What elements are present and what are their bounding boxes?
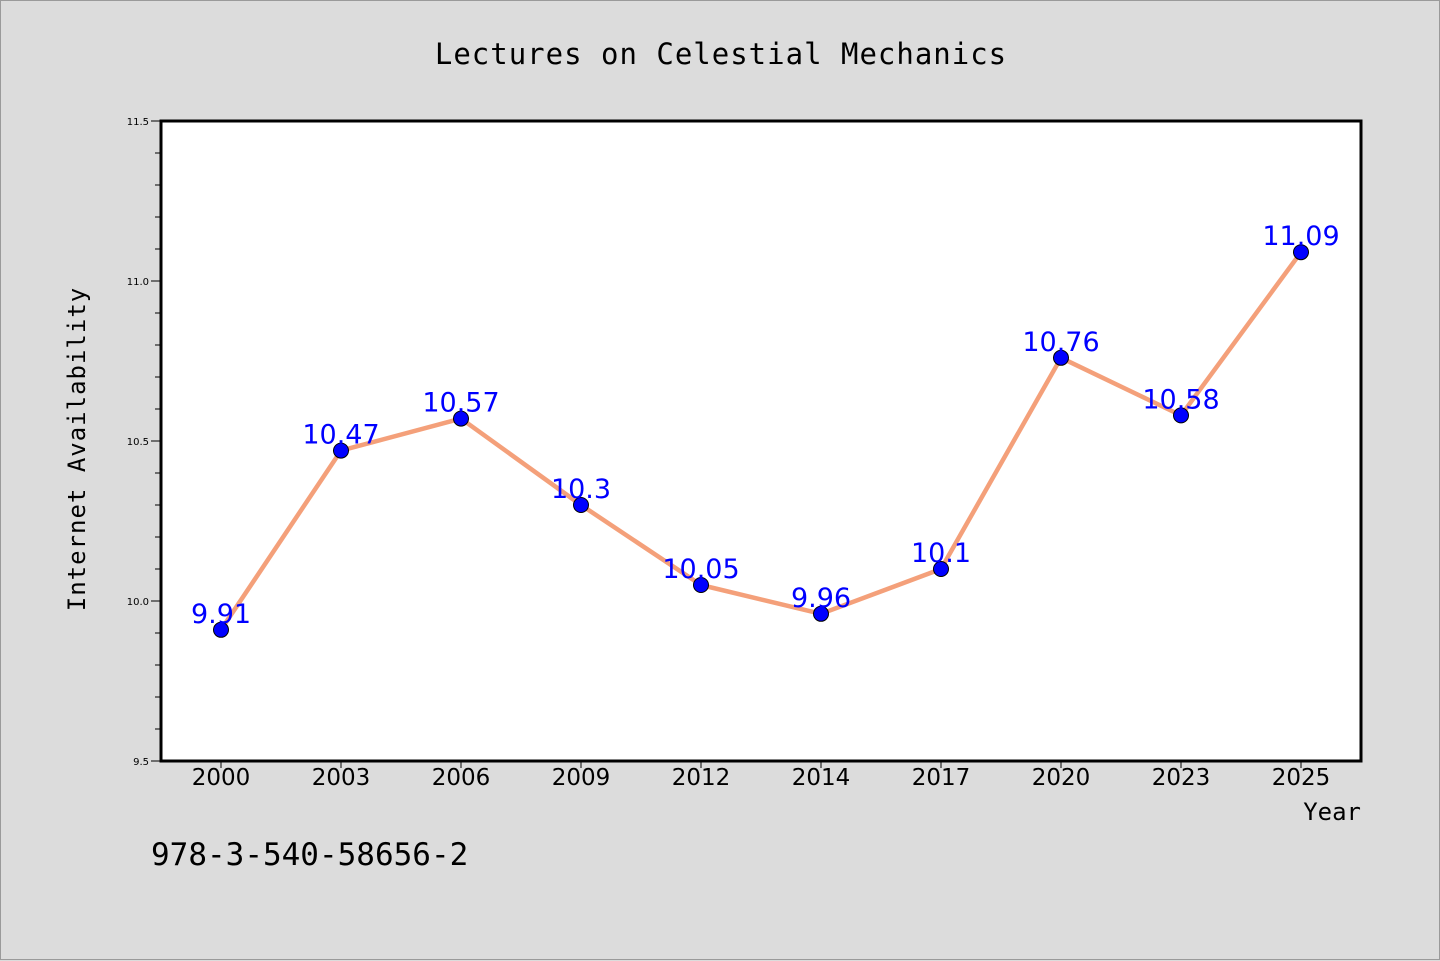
data-label: 10.57 <box>422 388 499 419</box>
y-tick-label: 11.0 <box>127 277 149 288</box>
data-point <box>333 442 349 459</box>
y-tick-label: 10.5 <box>127 437 149 448</box>
data-label: 10.1 <box>911 538 971 569</box>
data-labels: 9.91 10.47 10.57 10.3 10.05 9.96 10.1 10.76 10.5… <box>191 221 1340 630</box>
data-point <box>1173 407 1189 424</box>
data-label: 10.47 <box>302 420 379 451</box>
series-points <box>213 244 1309 638</box>
x-tick-label: 2006 <box>432 765 491 791</box>
data-label: 11.09 <box>1262 221 1339 252</box>
data-point <box>933 561 949 577</box>
x-axis-label: Year <box>1303 798 1361 826</box>
data-label: 10.3 <box>551 474 611 505</box>
x-tick-label: 2012 <box>672 765 731 791</box>
series-line <box>218 249 1304 633</box>
chart-title: Lectures on Celestial Mechanics <box>435 37 1007 71</box>
x-tick-label: 2000 <box>192 765 251 791</box>
x-tick-label: 2003 <box>312 765 371 791</box>
data-point <box>453 410 469 427</box>
data-point <box>573 497 589 513</box>
x-axis-ticks: 2000 2003 2006 2009 2012 2014 2017 2020 2023 2025 <box>192 761 1331 791</box>
y-tick-label: 10.0 <box>127 597 149 608</box>
x-tick-label: 2017 <box>912 765 971 791</box>
series-line-path <box>218 249 1304 633</box>
data-label: 9.91 <box>191 599 251 630</box>
y-tick-label: 9.5 <box>133 757 149 768</box>
data-point <box>813 605 829 622</box>
data-point <box>213 621 229 638</box>
data-point <box>1293 244 1309 261</box>
x-tick-label: 2023 <box>1152 765 1211 791</box>
data-label: 9.96 <box>791 583 851 614</box>
y-axis-ticks: 9.5 10.0 10.5 11.0 11.5 <box>127 117 161 768</box>
footer-isbn: 978-3-540-58656-2 <box>151 837 468 873</box>
y-tick-label: 11.5 <box>127 117 149 128</box>
x-tick-label: 2020 <box>1032 765 1091 791</box>
data-point <box>693 577 709 593</box>
y-axis-label: Internet Availability <box>63 287 91 611</box>
data-label: 10.05 <box>662 554 739 585</box>
x-tick-label: 2025 <box>1272 765 1331 791</box>
plot-area <box>159 119 1363 763</box>
data-label: 10.76 <box>1022 327 1099 358</box>
data-point <box>1053 349 1069 366</box>
data-label: 10.58 <box>1142 384 1219 415</box>
x-tick-label: 2009 <box>552 765 611 791</box>
x-tick-label: 2014 <box>792 765 851 791</box>
